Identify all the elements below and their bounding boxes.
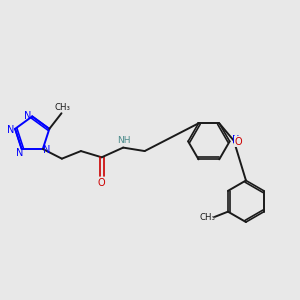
Text: O: O xyxy=(235,137,242,147)
Text: N: N xyxy=(232,135,239,145)
Text: N: N xyxy=(24,111,32,121)
Text: CH₃: CH₃ xyxy=(199,213,215,222)
Text: CH₃: CH₃ xyxy=(55,103,71,112)
Text: N: N xyxy=(16,148,24,158)
Text: NH: NH xyxy=(117,136,130,145)
Text: O: O xyxy=(98,178,106,188)
Text: N: N xyxy=(7,124,14,134)
Text: N: N xyxy=(43,145,51,155)
